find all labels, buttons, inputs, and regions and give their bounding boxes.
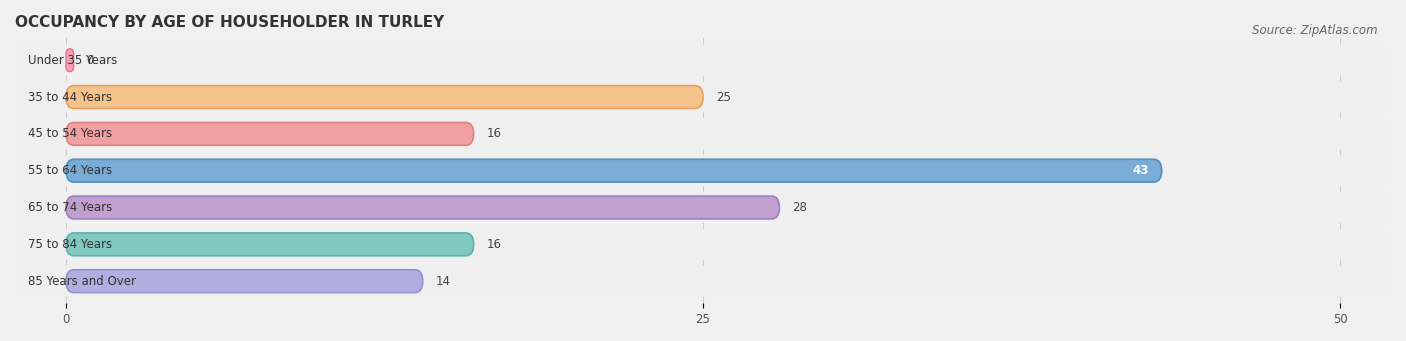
FancyBboxPatch shape	[15, 155, 1391, 186]
FancyBboxPatch shape	[66, 86, 703, 108]
FancyBboxPatch shape	[15, 229, 1391, 260]
FancyBboxPatch shape	[66, 122, 474, 145]
Text: 55 to 64 Years: 55 to 64 Years	[28, 164, 112, 177]
Text: 45 to 54 Years: 45 to 54 Years	[28, 128, 112, 140]
FancyBboxPatch shape	[15, 118, 1391, 149]
FancyBboxPatch shape	[66, 196, 779, 219]
Text: 35 to 44 Years: 35 to 44 Years	[28, 91, 112, 104]
FancyBboxPatch shape	[66, 49, 73, 72]
Text: Source: ZipAtlas.com: Source: ZipAtlas.com	[1253, 24, 1378, 37]
FancyBboxPatch shape	[66, 233, 474, 256]
Text: 43: 43	[1133, 164, 1149, 177]
Text: 16: 16	[486, 238, 502, 251]
FancyBboxPatch shape	[66, 270, 423, 293]
Text: 85 Years and Over: 85 Years and Over	[28, 275, 136, 288]
Text: 0: 0	[86, 54, 94, 67]
Text: 75 to 84 Years: 75 to 84 Years	[28, 238, 112, 251]
Text: Under 35 Years: Under 35 Years	[28, 54, 117, 67]
Text: 28: 28	[792, 201, 807, 214]
FancyBboxPatch shape	[15, 192, 1391, 223]
FancyBboxPatch shape	[15, 81, 1391, 113]
Text: 25: 25	[716, 91, 731, 104]
Text: OCCUPANCY BY AGE OF HOUSEHOLDER IN TURLEY: OCCUPANCY BY AGE OF HOUSEHOLDER IN TURLE…	[15, 15, 444, 30]
Text: 16: 16	[486, 128, 502, 140]
Text: 65 to 74 Years: 65 to 74 Years	[28, 201, 112, 214]
Text: 14: 14	[436, 275, 450, 288]
FancyBboxPatch shape	[66, 159, 1161, 182]
FancyBboxPatch shape	[15, 45, 1391, 76]
FancyBboxPatch shape	[15, 266, 1391, 297]
